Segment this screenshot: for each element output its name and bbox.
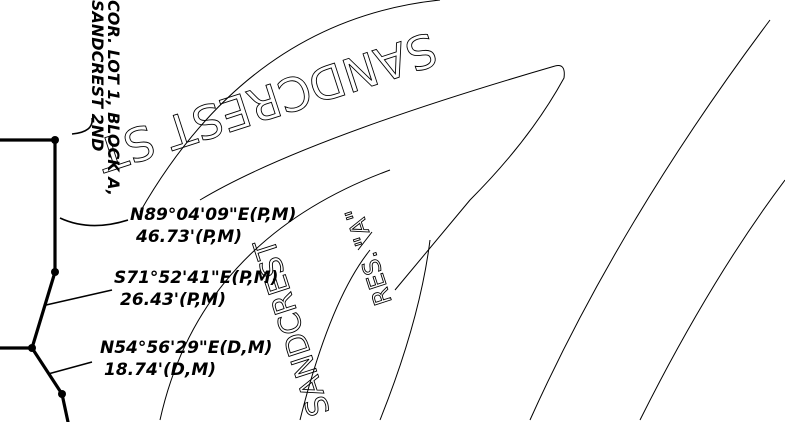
call-3-distance: 18.74'(D,M): [104, 360, 216, 380]
street-name-label: SANDCREST ST: [89, 22, 443, 183]
reserve-inner-arc: [299, 249, 371, 421]
monument-1: [51, 136, 59, 144]
corner-note-line2: SANDCREST 2ND: [88, 0, 107, 151]
call-1-distance: 46.73'(P,M): [135, 227, 242, 247]
leader-corner-note: [71, 117, 93, 135]
monument-2: [51, 268, 59, 276]
corner-note-line1: COR. LOT 1, BLOCK A,: [104, 0, 123, 196]
monument-3: [28, 344, 36, 352]
street-row-outer-arc: [139, 0, 441, 213]
tract-arc-far-right: [639, 179, 785, 421]
reserve-outer-arc: [159, 169, 391, 421]
call-2-distance: 26.43'(P,M): [120, 290, 226, 310]
reserve-right-arc: [379, 239, 431, 421]
monument-4: [58, 390, 66, 398]
street-row-inner-arc: [199, 65, 556, 201]
cul-de-sac-bulb: [394, 65, 565, 291]
call-2-bearing: S71°52'41"E(P,M): [114, 268, 278, 288]
leader-call-1: [59, 217, 129, 227]
leader-call-2: [45, 289, 113, 306]
call-1-bearing: N89°04'09"E(P,M): [130, 205, 296, 225]
reserve-label-line2: SANDCREST: [247, 234, 337, 420]
call-3-bearing: N54°56'29"E(D,M): [100, 338, 272, 358]
reserve-label-line1: RES. "A": [340, 204, 398, 309]
leader-call-3: [47, 361, 93, 375]
boundary-line-heavy: [0, 138, 70, 422]
center-dash-segment: [357, 231, 373, 251]
tract-arc-right: [529, 19, 771, 421]
